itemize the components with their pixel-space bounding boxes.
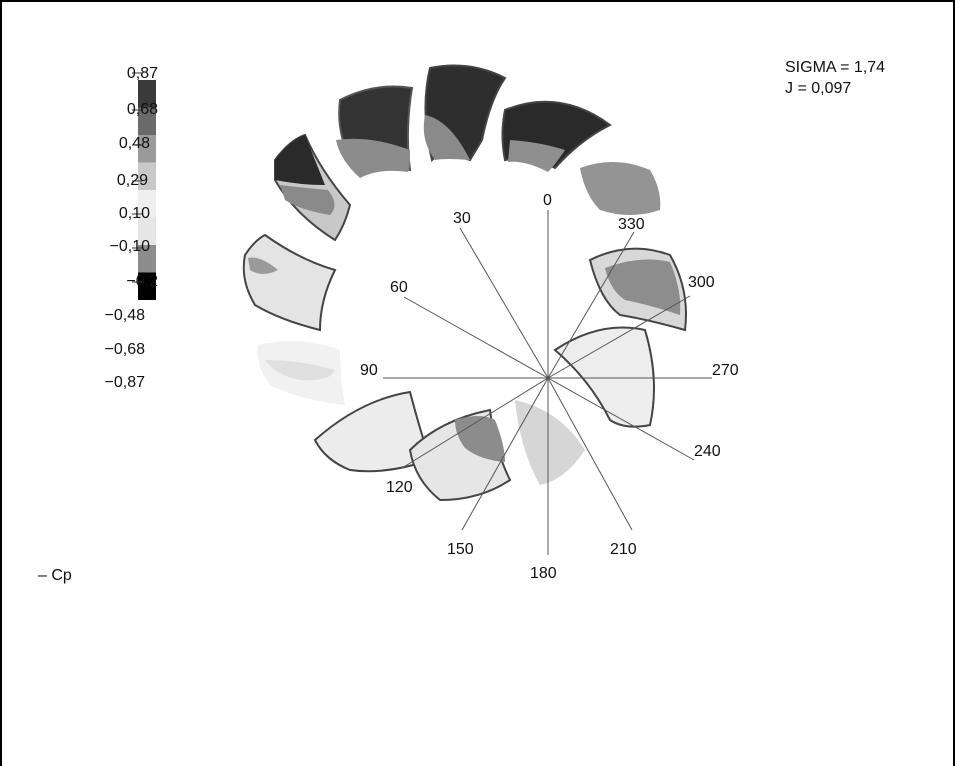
blade-5 [242,233,337,332]
angle-label-150: 150 [447,541,474,558]
angle-label-330: 330 [618,216,645,233]
blade-6-region [265,360,335,381]
scale-swatch [138,80,156,108]
scale-swatch [138,162,156,190]
angle-spoke-30 [459,227,549,379]
angle-spoke-210 [547,377,633,531]
angle-label-240: 240 [694,443,721,460]
angle-label-300: 300 [688,274,715,291]
color-scale-bar [132,72,156,300]
scale-label: 0,68 [126,101,158,118]
blade-4-mid [280,185,335,215]
scale-label: 0,87 [126,65,158,82]
scale-label: −0,2 [126,273,158,290]
blade-2-region [508,140,565,172]
blade-11-region [605,259,681,315]
blade-12 [580,161,661,215]
blade-ring [242,64,687,502]
angle-spoke-120 [401,377,549,469]
blade-3-region [336,138,410,178]
scale-label: −0,48 [104,307,145,324]
sigma-value: SIGMA = 1,74 [785,59,886,76]
angle-label-180: 180 [530,565,557,582]
angle-spoke-60 [403,296,549,379]
scale-label: 0,48 [118,135,150,152]
scale-swatch [138,245,156,273]
angle-label-0: 0 [543,192,552,209]
variable-label: – Cp [38,567,72,584]
blade-10 [553,326,655,428]
angle-spoke-300 [547,295,691,379]
scale-swatch [138,135,156,163]
angle-labels: 0 30 60 90 120 150 180 210 240 270 300 330 [360,192,739,582]
angle-label-270: 270 [712,362,739,379]
j-value: J = 0,097 [785,80,852,97]
angle-spokes [383,210,712,555]
blade-1-region [423,115,470,160]
angle-spoke-330 [547,231,635,379]
scale-swatch [138,190,156,218]
blade-9 [515,400,585,485]
blade-4-dark [275,135,325,185]
angle-label-60: 60 [390,279,408,296]
scale-label: −0,10 [109,238,150,255]
angle-spoke-150 [461,377,549,531]
scale-label: 0,29 [116,172,148,189]
scale-swatch [138,107,156,135]
angle-label-120: 120 [386,479,413,496]
angle-label-30: 30 [453,210,471,227]
angle-spoke-240 [547,377,695,461]
scale-label: −0,87 [104,374,145,391]
angle-label-210: 210 [610,541,637,558]
scale-label: 0,10 [118,205,150,222]
scale-label: −0,68 [104,341,145,358]
blade-5-region [248,257,278,274]
angle-label-90: 90 [360,362,378,379]
scale-swatch [138,272,156,300]
scale-swatch [138,217,156,245]
